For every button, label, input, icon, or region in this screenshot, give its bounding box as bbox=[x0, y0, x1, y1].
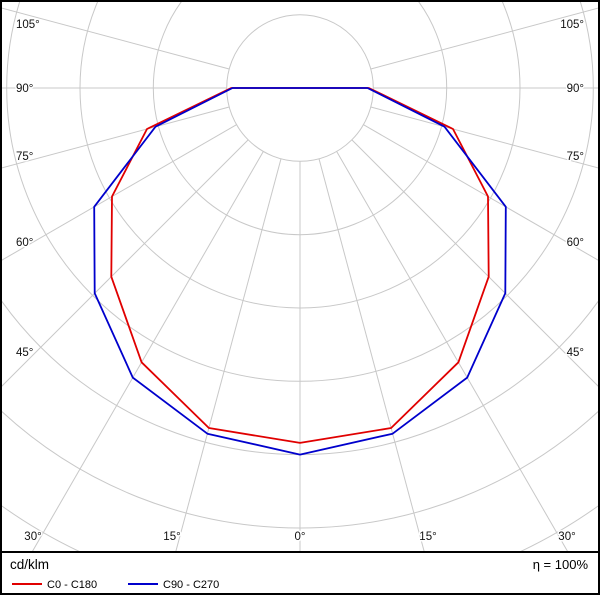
angle-label-left-2: 75° bbox=[16, 151, 33, 163]
angle-label-right-4: 45° bbox=[567, 347, 584, 359]
angle-label-bottom-1: 15° bbox=[163, 531, 180, 543]
angle-label-left-3: 60° bbox=[16, 237, 33, 249]
angle-label-bottom-3: 15° bbox=[419, 531, 436, 543]
angle-label-left-1: 90° bbox=[16, 83, 33, 95]
curve-c90-c270 bbox=[93, 87, 507, 456]
angle-label-left-4: 45° bbox=[16, 347, 33, 359]
grid-ray-75 bbox=[370, 106, 598, 169]
legend-label-c90-c270: C90 - C270 bbox=[163, 579, 219, 591]
grid-ray--15 bbox=[175, 158, 282, 551]
angle-label-left-0: 105° bbox=[16, 19, 40, 31]
legend: cd/klm η = 100% C0 - C180 C90 - C270 bbox=[10, 557, 588, 591]
grid-ray-60 bbox=[363, 124, 598, 261]
grid-ray--45 bbox=[2, 139, 249, 387]
grid-ray-45 bbox=[351, 139, 598, 387]
grid-ray--75 bbox=[2, 106, 230, 169]
curve-c0-c180 bbox=[110, 87, 490, 444]
unit-label: cd/klm bbox=[10, 557, 49, 572]
angle-label-bottom-4: 30° bbox=[558, 531, 575, 543]
angle-labels: 105° 90° 75° 60° 45° 105° 90° 75° 60° 45° 30° 15° 0°… bbox=[15, 18, 586, 545]
intensity-curves bbox=[93, 87, 507, 456]
angle-label-bottom-2: 0° bbox=[295, 531, 306, 543]
angle-label-right-3: 60° bbox=[567, 237, 584, 249]
angle-label-right-0: 105° bbox=[560, 19, 584, 31]
angle-label-right-2: 75° bbox=[567, 151, 584, 163]
legend-label-c0-c180: C0 - C180 bbox=[47, 579, 97, 591]
grid-ray--60 bbox=[2, 124, 237, 261]
grid-ray--105 bbox=[2, 7, 230, 70]
grid-ray-30 bbox=[336, 151, 568, 551]
grid-ray-105 bbox=[370, 7, 598, 70]
efficiency-label: η = 100% bbox=[533, 557, 589, 572]
angle-label-bottom-0: 30° bbox=[24, 531, 41, 543]
angle-label-right-1: 90° bbox=[567, 83, 584, 95]
grid-ray-15 bbox=[318, 158, 425, 551]
grid-ray--30 bbox=[32, 151, 264, 551]
